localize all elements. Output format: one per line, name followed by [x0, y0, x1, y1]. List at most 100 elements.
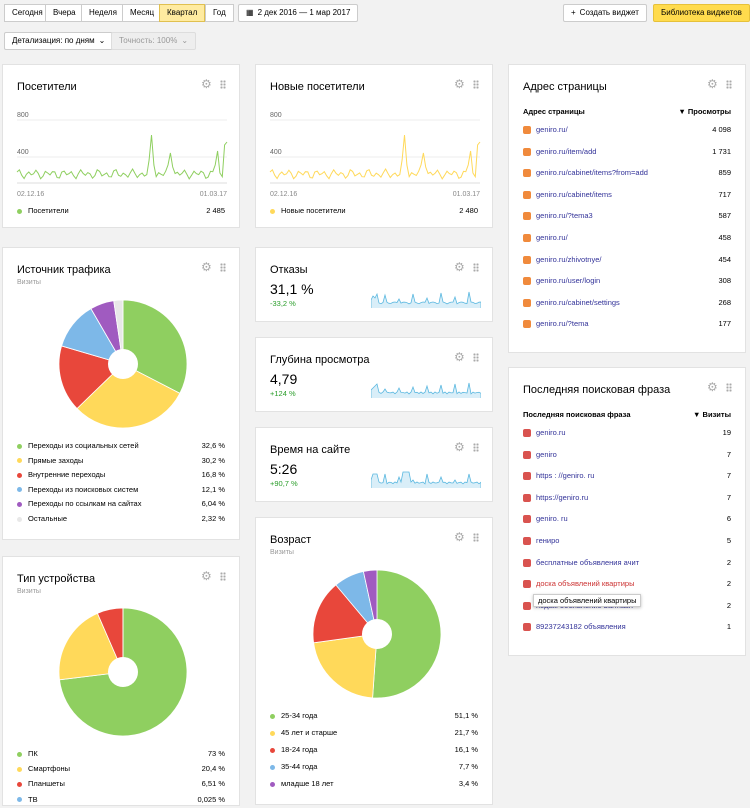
row-label[interactable]: geniro.ru/?tema3	[536, 211, 593, 221]
widget-title: Отказы	[270, 264, 308, 276]
drag-handle-icon[interactable]	[220, 263, 226, 272]
row-label[interactable]: https://geniro.ru	[536, 492, 589, 502]
period-month[interactable]: Месяц	[122, 4, 163, 22]
device-type-widget: Тип устройства Визиты ⚙ ПК 73 % Смартфоны 2…	[2, 556, 240, 806]
drag-handle-icon[interactable]	[220, 80, 226, 89]
legend-row: 25-34 года 51,1 %	[270, 709, 478, 723]
period-year[interactable]: Год	[205, 4, 234, 22]
gear-icon[interactable]: ⚙	[454, 350, 465, 364]
row-label[interactable]: geniro.ru/cabinet/items	[536, 189, 612, 199]
widget-library-button[interactable]: Библиотека виджетов	[653, 4, 750, 22]
legend-row: Прямые заходы 30,2 %	[17, 454, 225, 468]
legend-row: младше 18 лет 3,4 %	[270, 777, 478, 791]
row-label[interactable]: geniro.ru/?tema	[536, 319, 589, 329]
row-label[interactable]: geniro. ru	[536, 514, 568, 524]
legend-label: Переходы из поисковых систем	[28, 484, 139, 494]
metric-change: -33,2 %	[270, 299, 296, 308]
row-label[interactable]: geniro.ru/	[536, 233, 568, 242]
row-label[interactable]: доска объявлений квартиры	[536, 579, 635, 589]
pie-slice[interactable]	[313, 633, 378, 699]
age-pie-chart	[312, 569, 442, 699]
pie-slice[interactable]	[362, 569, 378, 635]
period-yesterday[interactable]: Вчера	[45, 4, 84, 22]
accuracy-select[interactable]: Точность: 100% ⌄	[111, 32, 197, 50]
gear-icon[interactable]: ⚙	[454, 440, 465, 454]
row-label[interactable]: geniro.ru/zhivotnye/	[536, 254, 602, 264]
drag-handle-icon[interactable]	[473, 353, 479, 362]
row-value: 7	[726, 449, 731, 459]
row-label[interactable]: geniro.ru/cabinet/items?from=add	[536, 168, 648, 178]
row-value: 2	[726, 557, 731, 567]
pie-slice[interactable]	[76, 363, 181, 429]
period-today[interactable]: Сегодня	[4, 4, 51, 22]
metric-value: 31,1 %	[270, 281, 314, 297]
legend-row: Новые посетители 2 480	[270, 204, 478, 218]
legend-label: Прямые заходы	[28, 455, 84, 465]
legend-label: ПК	[28, 749, 38, 758]
detail-select-label: Детализация: по дням	[12, 36, 95, 45]
row-label[interactable]: geniro.ru/cabinet/settings	[536, 297, 620, 307]
legend-dot	[17, 751, 22, 757]
legend-value: 16,8 %	[201, 470, 225, 480]
gear-icon[interactable]: ⚙	[454, 260, 465, 274]
y-tick-400: 400	[270, 149, 282, 156]
table-row: бесплатные объявления ачит 2	[523, 556, 731, 570]
legend-row: Переходы из социальных сетей 32,6 %	[17, 439, 225, 453]
row-label[interactable]: geniro.ru	[536, 428, 566, 437]
row-label[interactable]: geniro.ru/item/add	[536, 146, 597, 156]
pie-slice[interactable]	[122, 299, 188, 394]
row-value: 308	[718, 276, 731, 286]
visitors-series-line	[16, 134, 228, 180]
pie-slice[interactable]	[58, 345, 124, 410]
column-header-visits[interactable]: ▼ Визиты	[693, 410, 731, 419]
pie-slice[interactable]	[113, 299, 124, 365]
row-label[interactable]: бесплатные объявления ачит	[536, 557, 640, 567]
drag-handle-icon[interactable]	[473, 263, 479, 272]
row-label[interactable]: гениро	[536, 536, 560, 545]
table-row: geniro.ru/458	[523, 231, 731, 245]
pie-slice[interactable]	[58, 612, 124, 681]
metric-value: 4,79	[270, 371, 298, 387]
gear-icon[interactable]: ⚙	[454, 530, 465, 544]
row-label[interactable]: geniro	[536, 449, 557, 459]
gear-icon[interactable]: ⚙	[707, 77, 718, 91]
legend-dot	[17, 458, 22, 464]
period-week[interactable]: Неделя	[81, 4, 125, 22]
pie-slice[interactable]	[372, 569, 442, 699]
widget-title: Тип устройства	[17, 573, 96, 585]
legend-label: младше 18 лет	[281, 779, 334, 788]
widget-title: Возраст	[270, 534, 312, 546]
gear-icon[interactable]: ⚙	[707, 380, 718, 394]
table-row: geniro 7	[523, 448, 731, 462]
add-widget-button[interactable]: + Создать виджет	[563, 4, 647, 22]
drag-handle-icon[interactable]	[473, 443, 479, 452]
new-visitors-series-line	[269, 134, 481, 180]
gear-icon[interactable]: ⚙	[201, 77, 212, 91]
row-value: 7	[726, 471, 731, 481]
drag-handle-icon[interactable]	[473, 533, 479, 542]
row-label[interactable]: https : //geniro. ru	[536, 471, 595, 481]
drag-handle-icon[interactable]	[473, 80, 479, 89]
row-label[interactable]: geniro.ru/	[536, 125, 568, 134]
row-value: 2	[726, 579, 731, 589]
gear-icon[interactable]: ⚙	[201, 260, 212, 274]
legend-label: Остальные	[28, 514, 68, 523]
period-quarter[interactable]: Квартал	[159, 4, 206, 22]
drag-handle-icon[interactable]	[726, 383, 732, 392]
gear-icon[interactable]: ⚙	[201, 569, 212, 583]
pie-slice[interactable]	[312, 584, 378, 644]
row-label[interactable]: 89237243182 объявления	[536, 622, 626, 632]
gear-icon[interactable]: ⚙	[454, 77, 465, 91]
legend-value: 12,1 %	[201, 484, 225, 494]
row-value: 1 731	[712, 146, 731, 156]
drag-handle-icon[interactable]	[220, 572, 226, 581]
time-sparkline	[371, 471, 481, 488]
detail-select[interactable]: Детализация: по дням ⌄	[4, 32, 114, 50]
time-on-site-widget: Время на сайте ⚙ 5:26 +90,7 %	[255, 427, 493, 502]
legend-row: 45 лет и старше 21,7 %	[270, 726, 478, 740]
column-header-views[interactable]: ▼ Просмотры	[678, 107, 731, 116]
row-label[interactable]: geniro.ru/user/login	[536, 276, 601, 286]
date-range-button[interactable]: ▦ 2 дек 2016 — 1 мар 2017	[238, 4, 359, 22]
drag-handle-icon[interactable]	[726, 80, 732, 89]
legend-value: 30,2 %	[201, 455, 225, 465]
